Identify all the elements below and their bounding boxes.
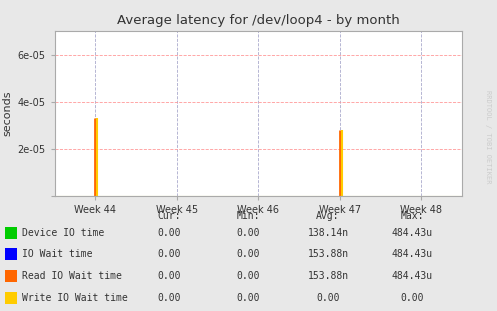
Text: 0.00: 0.00 bbox=[157, 249, 181, 259]
Text: 0.00: 0.00 bbox=[401, 293, 424, 303]
Text: 0.00: 0.00 bbox=[157, 228, 181, 238]
Bar bbox=[5, 227, 17, 239]
Bar bbox=[5, 292, 17, 304]
Text: RRDTOOL / TOBI OETIKER: RRDTOOL / TOBI OETIKER bbox=[485, 90, 491, 183]
Text: 0.00: 0.00 bbox=[157, 293, 181, 303]
Title: Average latency for /dev/loop4 - by month: Average latency for /dev/loop4 - by mont… bbox=[117, 14, 400, 27]
Text: 153.88n: 153.88n bbox=[308, 271, 348, 281]
Text: 153.88n: 153.88n bbox=[308, 249, 348, 259]
Text: 484.43u: 484.43u bbox=[392, 249, 433, 259]
Text: Cur:: Cur: bbox=[157, 211, 181, 221]
Text: 138.14n: 138.14n bbox=[308, 228, 348, 238]
Text: 484.43u: 484.43u bbox=[392, 271, 433, 281]
Text: 484.43u: 484.43u bbox=[392, 228, 433, 238]
Text: 0.00: 0.00 bbox=[237, 228, 260, 238]
Y-axis label: seconds: seconds bbox=[2, 91, 12, 136]
Bar bbox=[5, 248, 17, 260]
Text: 0.00: 0.00 bbox=[316, 293, 340, 303]
Text: 0.00: 0.00 bbox=[157, 271, 181, 281]
Text: 0.00: 0.00 bbox=[237, 293, 260, 303]
Text: IO Wait time: IO Wait time bbox=[22, 249, 93, 259]
Text: Device IO time: Device IO time bbox=[22, 228, 104, 238]
Text: Write IO Wait time: Write IO Wait time bbox=[22, 293, 128, 303]
Bar bbox=[5, 270, 17, 282]
Text: Min:: Min: bbox=[237, 211, 260, 221]
Text: Avg:: Avg: bbox=[316, 211, 340, 221]
Text: 0.00: 0.00 bbox=[237, 249, 260, 259]
Text: 0.00: 0.00 bbox=[237, 271, 260, 281]
Text: Max:: Max: bbox=[401, 211, 424, 221]
Text: Read IO Wait time: Read IO Wait time bbox=[22, 271, 122, 281]
